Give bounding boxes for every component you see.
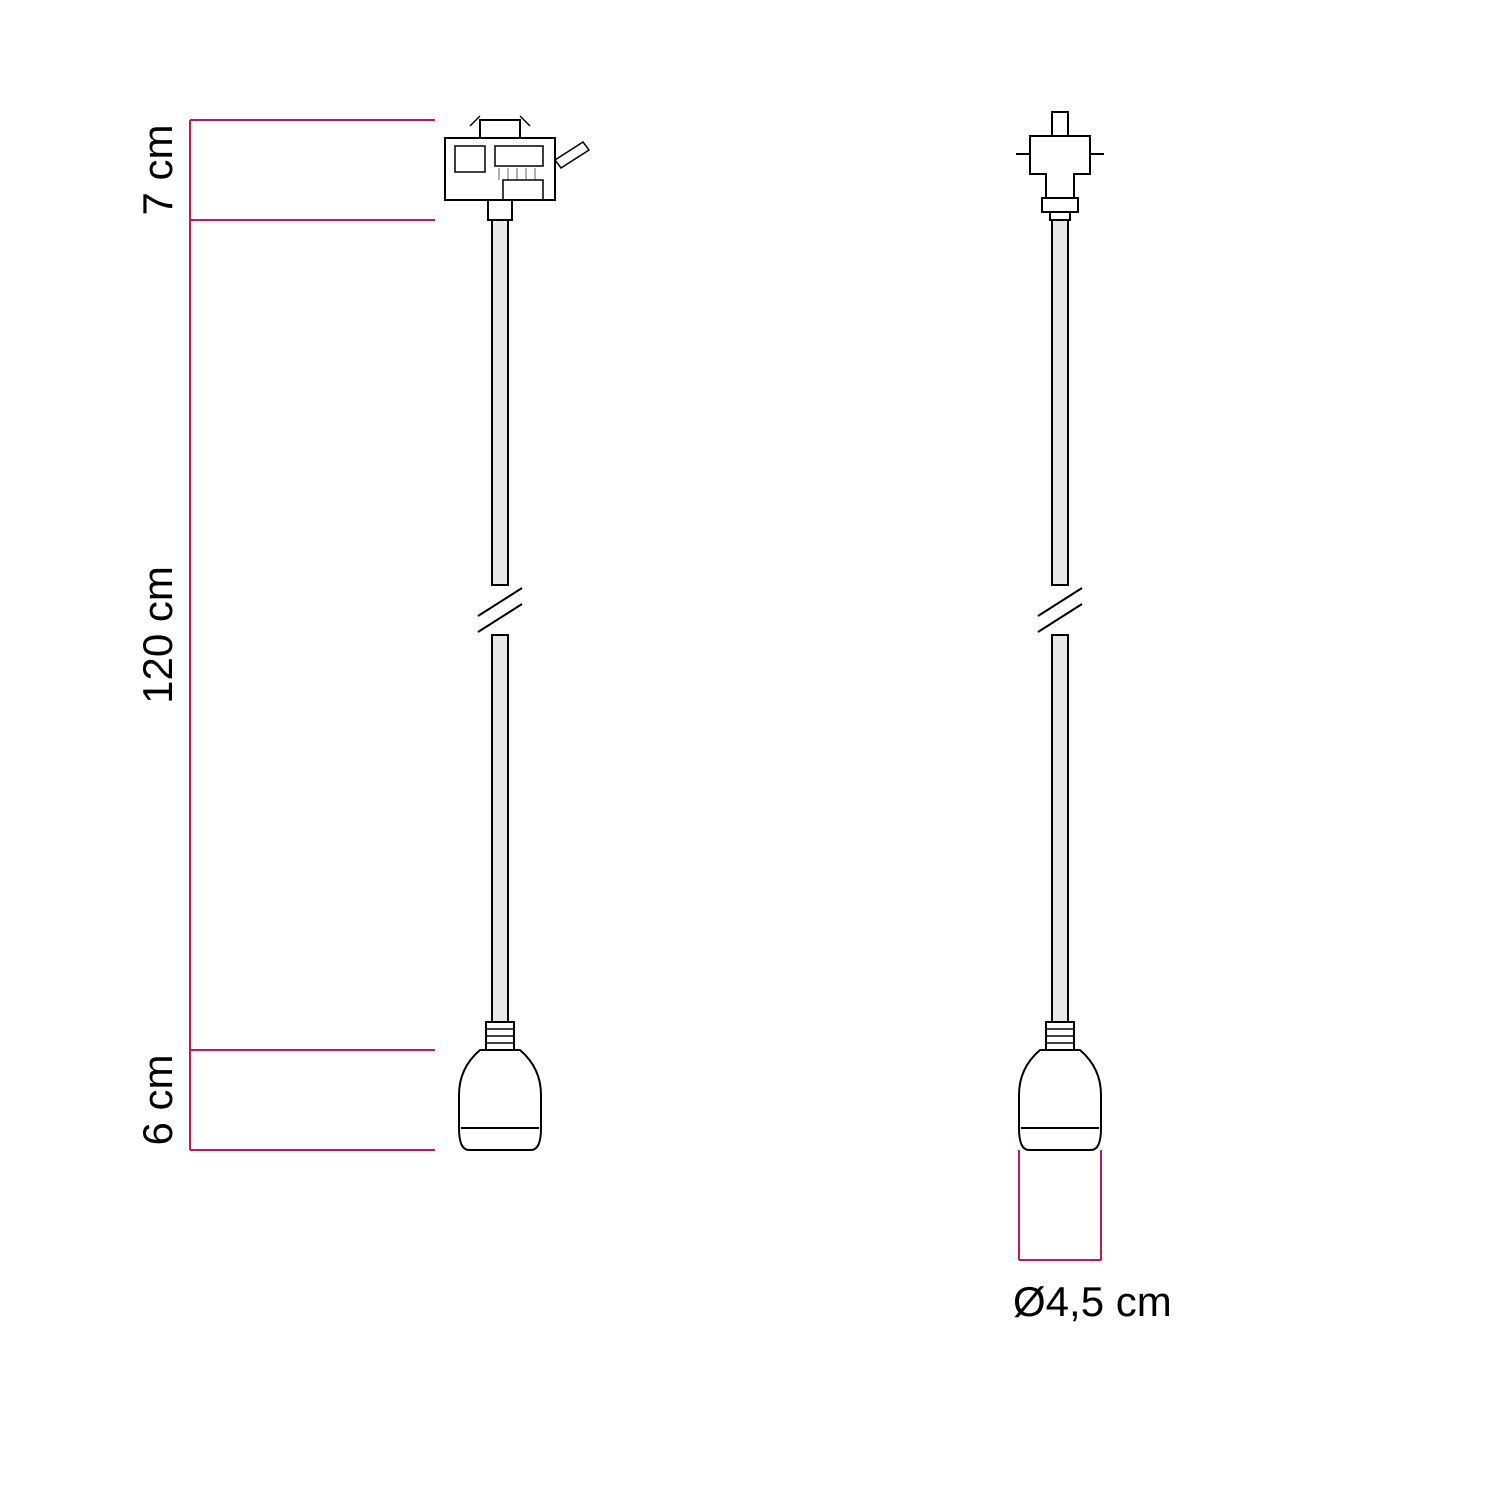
dim-diameter-label: Ø4,5 cm — [1013, 1278, 1172, 1325]
dim-label: 120 cm — [134, 566, 181, 704]
dim-label: 7 cm — [134, 124, 181, 215]
dim-label: 6 cm — [134, 1054, 181, 1145]
